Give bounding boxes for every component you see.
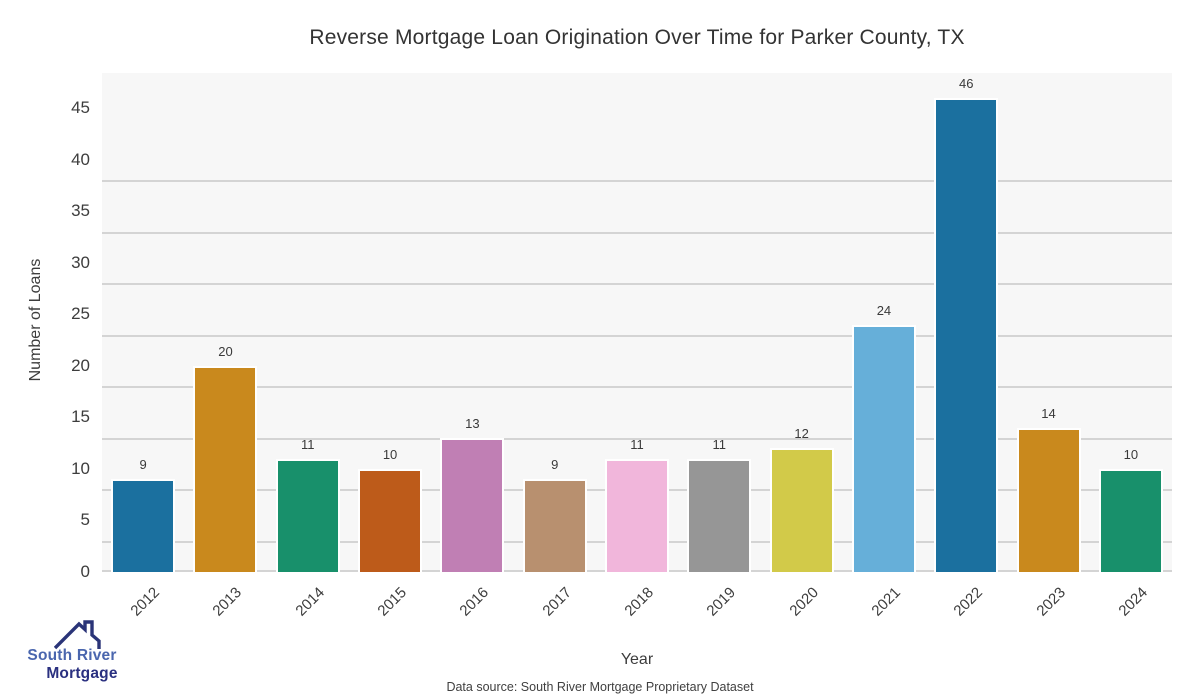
bar-value-label-2018: 11 <box>630 436 644 452</box>
bar-2015 <box>358 468 423 572</box>
plot-area <box>102 73 1172 572</box>
x-tick-label-2024: 2024 <box>1115 584 1151 620</box>
bar-value-label-2023: 14 <box>1041 405 1056 421</box>
bar-value-label-2019: 11 <box>712 436 727 452</box>
gridline-y-35 <box>102 283 1172 286</box>
gridline-y-30 <box>102 334 1172 337</box>
data-source-caption: Data source: South River Mortgage Propri… <box>446 680 754 694</box>
x-tick-label-2017: 2017 <box>539 584 575 620</box>
y-tick-label-0: 0 <box>80 562 90 581</box>
x-tick-label-2022: 2022 <box>950 584 987 620</box>
bar-2013 <box>193 365 258 572</box>
house-roof-path <box>54 620 101 650</box>
gridline-y-20 <box>102 437 1172 440</box>
bar-value-label-2016: 13 <box>465 415 480 431</box>
x-tick-label-2021: 2021 <box>868 584 904 620</box>
y-tick-label-20: 20 <box>71 355 90 375</box>
bar-2023 <box>1016 427 1081 572</box>
bar-2012 <box>111 479 176 572</box>
bar-2022 <box>934 97 999 572</box>
bar-2024 <box>1098 468 1163 572</box>
gridline-y-40 <box>102 231 1172 234</box>
bar-2019 <box>687 458 752 572</box>
gridline-y-25 <box>102 386 1172 389</box>
x-tick-label-2023: 2023 <box>1032 584 1069 620</box>
bar-value-label-2014: 11 <box>301 436 315 452</box>
x-tick-label-2013: 2013 <box>209 584 246 620</box>
y-tick-label-15: 15 <box>71 407 90 427</box>
bar-value-label-2012: 9 <box>139 457 147 473</box>
bar-value-label-2020: 12 <box>794 426 809 442</box>
x-tick-label-2016: 2016 <box>456 584 493 620</box>
bar-2021 <box>851 324 916 572</box>
y-axis-title: Number of Loans <box>27 258 44 382</box>
bar-value-label-2017: 9 <box>551 457 559 473</box>
x-tick-label-2020: 2020 <box>786 584 822 620</box>
logo-text-south-river: South River <box>27 647 117 664</box>
bar-2016 <box>440 437 505 572</box>
x-tick-label-2019: 2019 <box>703 584 740 620</box>
y-tick-label-5: 5 <box>80 510 90 530</box>
y-tick-label-40: 40 <box>71 149 90 169</box>
y-tick-label-45: 45 <box>71 98 90 117</box>
bar-2017 <box>522 479 587 572</box>
x-axis-title: Year <box>620 651 654 668</box>
chart-title: Reverse Mortgage Loan Origination Over T… <box>309 26 965 49</box>
bar-2014 <box>275 458 340 572</box>
x-tick-label-2015: 2015 <box>374 584 411 620</box>
gridline-y-45 <box>102 180 1172 182</box>
logo-text-mortgage: Mortgage <box>46 665 118 682</box>
x-tick-label-2014: 2014 <box>292 584 328 620</box>
bar-value-label-2015: 10 <box>382 446 398 462</box>
y-tick-label-10: 10 <box>71 458 90 478</box>
y-tick-label-35: 35 <box>71 201 90 221</box>
bar-2018 <box>605 458 669 572</box>
bar-value-label-2024: 10 <box>1123 446 1139 462</box>
y-tick-label-30: 30 <box>71 252 90 272</box>
bar-value-label-2021: 24 <box>876 302 892 318</box>
y-tick-label-25: 25 <box>71 304 90 324</box>
bar-2020 <box>769 448 834 572</box>
bar-value-label-2022: 46 <box>958 75 974 91</box>
house-roof-icon <box>54 620 101 650</box>
bar-value-label-2013: 20 <box>218 343 233 359</box>
x-tick-label-2018: 2018 <box>621 584 658 620</box>
